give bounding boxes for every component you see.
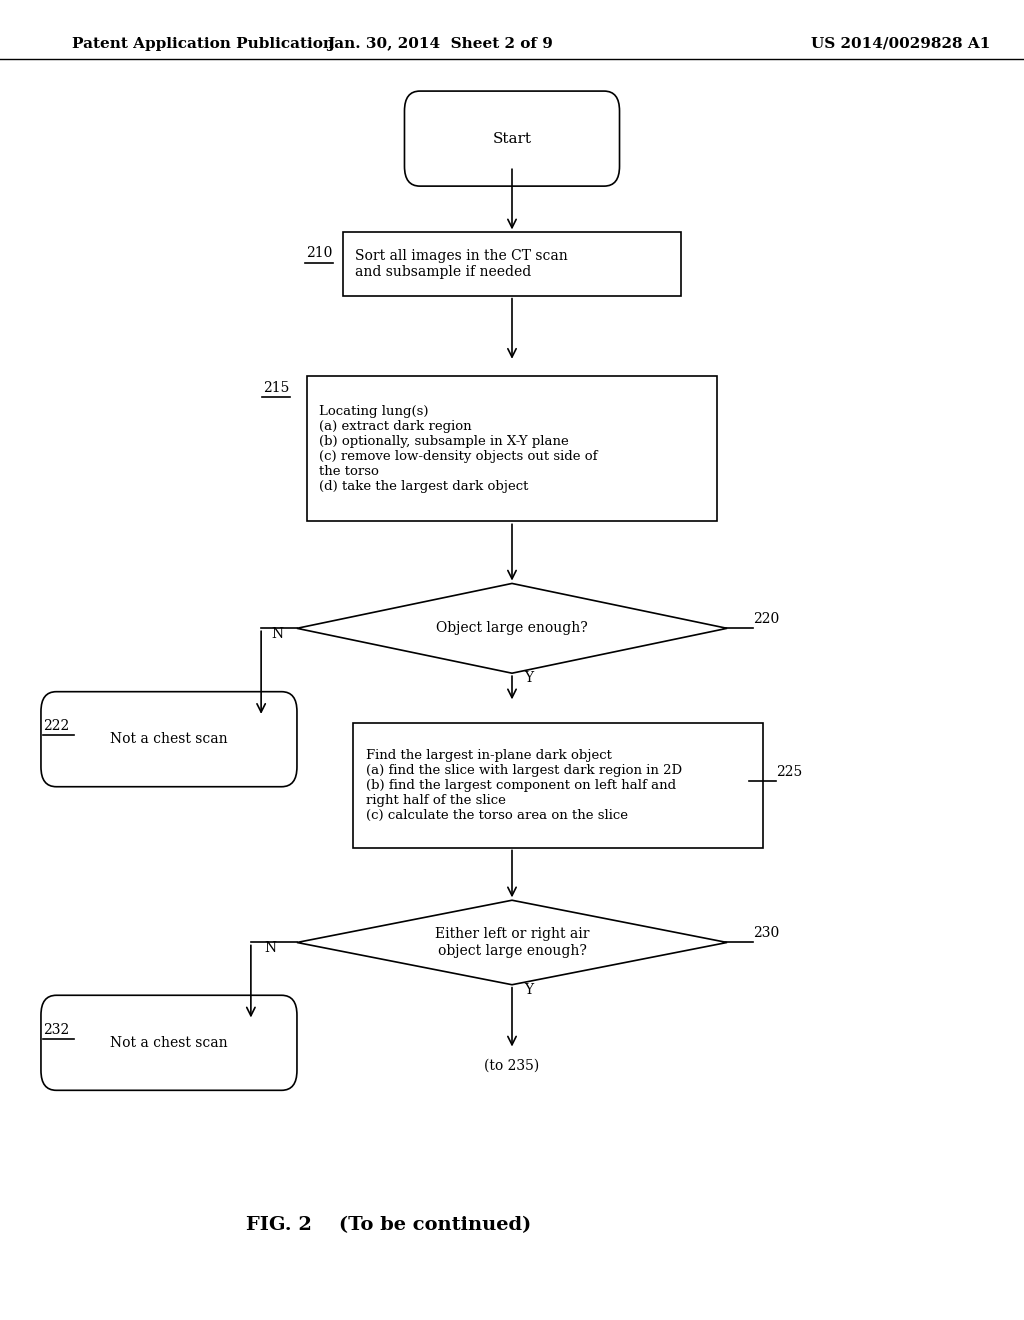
Text: 225: 225 [776, 766, 803, 779]
Text: Patent Application Publication: Patent Application Publication [72, 37, 334, 50]
Text: Sort all images in the CT scan
and subsample if needed: Sort all images in the CT scan and subsa… [355, 249, 568, 279]
Text: Not a chest scan: Not a chest scan [111, 733, 227, 746]
Text: 222: 222 [43, 719, 70, 733]
Polygon shape [297, 583, 727, 673]
Bar [353, 723, 763, 847]
Polygon shape [297, 900, 727, 985]
Text: Locating lung(s)
(a) extract dark region
(b) optionally, subsample in X-Y plane
: Locating lung(s) (a) extract dark region… [319, 405, 598, 492]
Text: N: N [271, 627, 284, 640]
FancyBboxPatch shape [404, 91, 620, 186]
FancyBboxPatch shape [41, 995, 297, 1090]
Text: 215: 215 [263, 381, 290, 395]
Text: Jan. 30, 2014  Sheet 2 of 9: Jan. 30, 2014 Sheet 2 of 9 [328, 37, 553, 50]
Text: Object large enough?: Object large enough? [436, 622, 588, 635]
Text: 220: 220 [753, 612, 779, 626]
Text: 230: 230 [753, 927, 779, 940]
Text: 210: 210 [306, 247, 333, 260]
Text: FIG. 2    (To be continued): FIG. 2 (To be continued) [247, 1216, 531, 1234]
Text: Either left or right air
object large enough?: Either left or right air object large en… [435, 928, 589, 957]
Bar [343, 232, 681, 296]
Text: N: N [264, 941, 276, 954]
Text: Y: Y [524, 672, 534, 685]
Bar [307, 376, 717, 521]
Text: Not a chest scan: Not a chest scan [111, 1036, 227, 1049]
FancyBboxPatch shape [41, 692, 297, 787]
Text: US 2014/0029828 A1: US 2014/0029828 A1 [811, 37, 991, 50]
Text: Find the largest in-plane dark object
(a) find the slice with largest dark regio: Find the largest in-plane dark object (a… [366, 748, 682, 822]
Text: (to 235): (to 235) [484, 1059, 540, 1072]
Text: 232: 232 [43, 1023, 70, 1036]
Text: Y: Y [524, 983, 534, 997]
Text: Start: Start [493, 132, 531, 145]
